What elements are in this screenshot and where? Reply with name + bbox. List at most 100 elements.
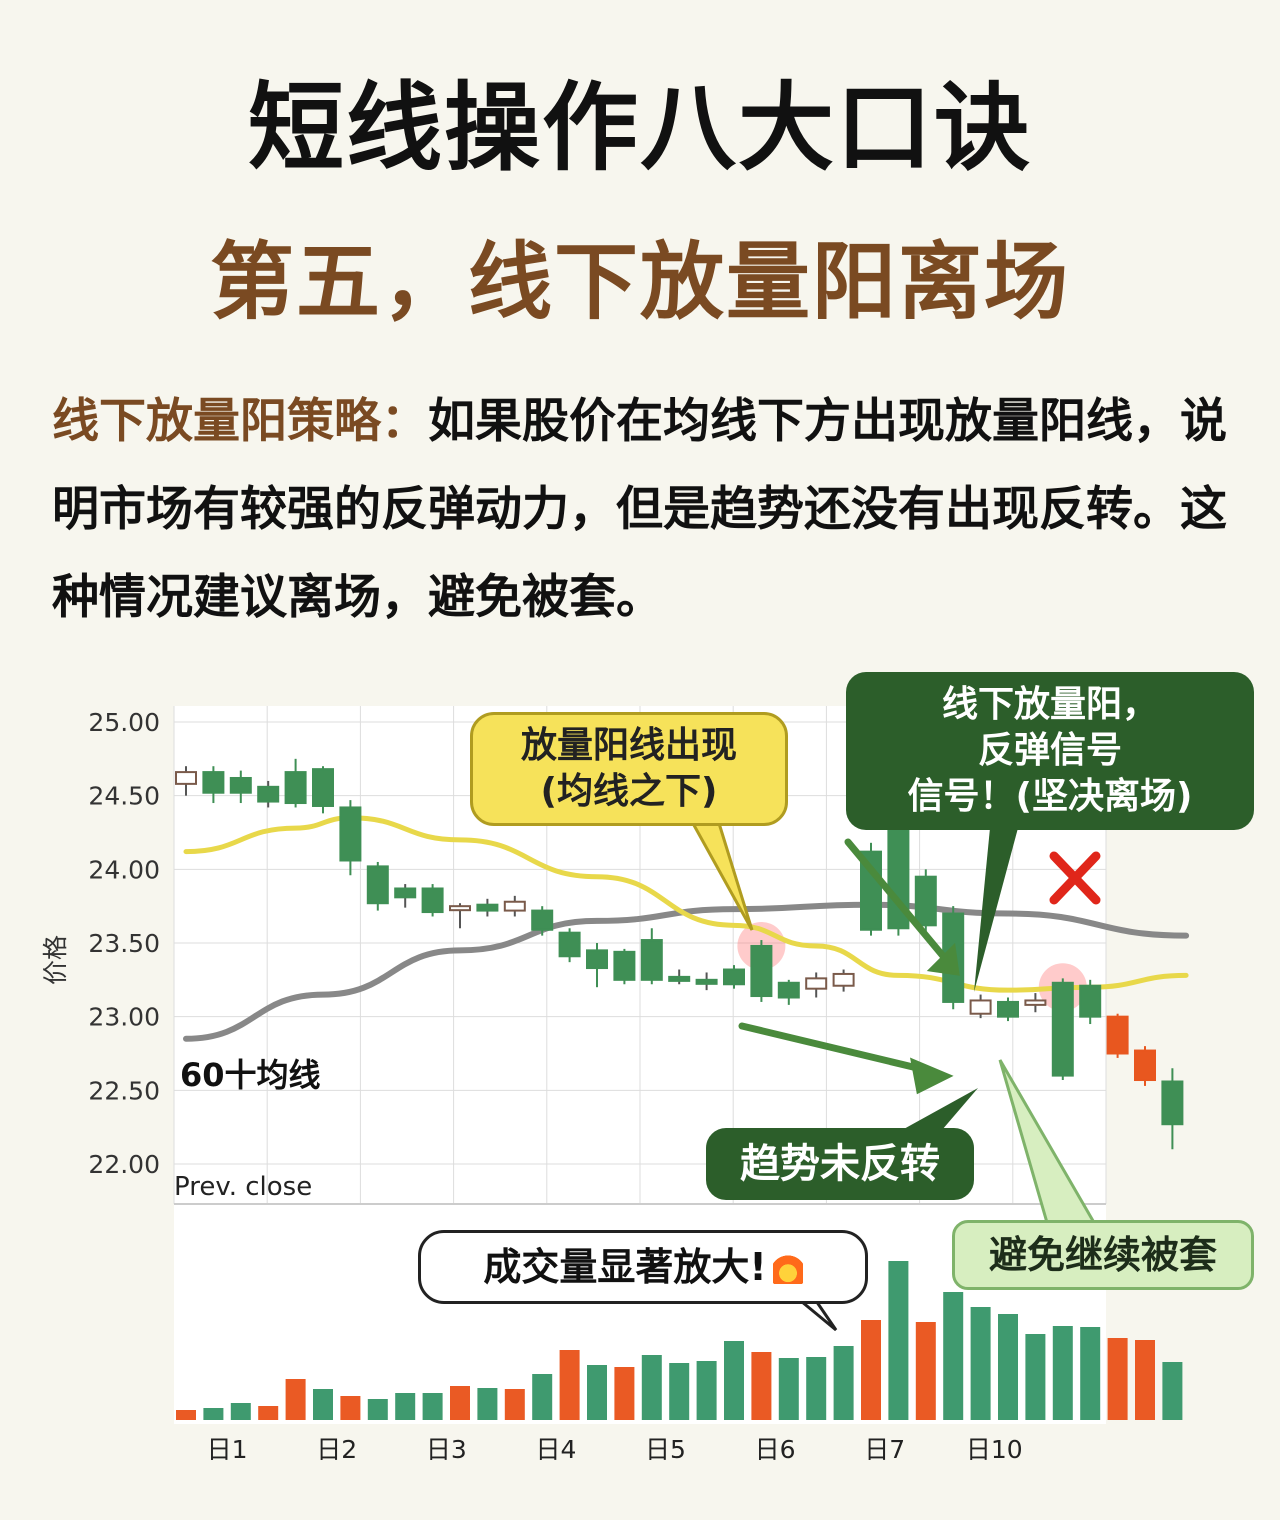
candle-body	[449, 905, 471, 912]
candle-body	[339, 806, 362, 862]
candle	[586, 943, 608, 988]
volume-bar	[477, 1388, 498, 1420]
candle	[1024, 993, 1047, 1013]
candle	[914, 869, 937, 932]
candle	[777, 979, 800, 1005]
volume-bar	[614, 1367, 635, 1420]
volume-bar	[806, 1357, 827, 1420]
signal-callout: 线下放量阳， 反弹信号 信号！(坚决离场)	[846, 672, 1254, 830]
candle	[1051, 978, 1074, 1081]
candle	[750, 940, 773, 1002]
candle	[257, 780, 280, 808]
candle-body	[284, 771, 307, 805]
candle	[558, 928, 581, 963]
volume-bar	[285, 1379, 306, 1420]
candle-body	[1106, 1015, 1129, 1055]
volume-bar	[833, 1346, 854, 1420]
volume-bars	[176, 1261, 1183, 1420]
candle	[1079, 979, 1102, 1025]
strategy-description: 线下放量阳策略：如果股价在均线下方出现放量阳线，说明市场有较强的反弹动力，但是趋…	[52, 378, 1252, 642]
candle	[832, 969, 855, 992]
volume-bar	[258, 1406, 279, 1420]
volume-bar	[696, 1361, 717, 1420]
candle	[668, 969, 691, 985]
trend-callout-tail	[902, 1088, 978, 1130]
annotation-arrows	[688, 816, 1098, 1332]
volume-bar	[203, 1408, 224, 1420]
candles	[175, 758, 1184, 1150]
candle	[503, 895, 526, 917]
candle-body	[476, 903, 499, 912]
avoid-callout-tail	[998, 1059, 1098, 1228]
avoid-callout: 避免继续被套	[952, 1220, 1254, 1290]
x-tick-label: 日7	[864, 1435, 905, 1464]
dark-callout-tail	[974, 828, 1018, 992]
candle	[613, 948, 636, 985]
yellow-callout-tail	[688, 816, 754, 931]
volume-bar	[861, 1320, 881, 1420]
y-axis-ticks: 25.00 24.50 24.00 23.50 23.00 22.50 22.00	[88, 708, 160, 1179]
arrow-to-candle	[738, 1022, 938, 1076]
page-title: 短线操作八大口诀	[248, 72, 1032, 184]
candle-body	[723, 968, 745, 986]
volume-bar	[395, 1393, 416, 1420]
candle	[969, 994, 992, 1019]
volume-bar	[641, 1355, 662, 1420]
candle-body	[1134, 1049, 1156, 1082]
candle-body	[421, 887, 444, 914]
volume-bar	[230, 1403, 251, 1420]
yellow-callout: 放量阳线出现 (均线之下)	[470, 712, 788, 826]
fire-icon	[772, 1248, 803, 1284]
candle-body	[997, 1000, 1019, 1018]
y-tick-label: 24.00	[88, 855, 160, 884]
candle-body	[394, 887, 417, 899]
strategy-lead: 线下放量阳策略：	[52, 394, 428, 449]
candle	[175, 766, 197, 796]
y-axis-label: 价格	[41, 935, 70, 985]
candle-body	[531, 909, 554, 931]
volume-bar	[1080, 1327, 1101, 1420]
volume-bar	[669, 1363, 690, 1420]
candle-body	[586, 949, 608, 970]
candle-body	[695, 978, 718, 985]
candle-body	[668, 975, 691, 982]
ma60-line	[183, 901, 1190, 1042]
ma60-label: 60十均线	[180, 1056, 321, 1094]
candle	[312, 766, 334, 814]
volume-bar	[1052, 1326, 1073, 1420]
x-axis-ticks: 日1 日2 日3 日4 日5 日6 日7 日10	[207, 1435, 1023, 1464]
volume-bar	[340, 1396, 361, 1420]
volume-bar	[888, 1261, 909, 1420]
candle-body	[1051, 981, 1074, 1077]
volume-callout: 成交量显著放大!	[418, 1230, 868, 1304]
volume-bar	[751, 1352, 772, 1420]
arrow-to-ma-head	[926, 942, 960, 976]
x-tick-label: 日1	[207, 1435, 248, 1464]
volume-bar	[1025, 1334, 1046, 1420]
volume-bar	[1162, 1362, 1183, 1420]
candle	[202, 766, 225, 804]
candle-body	[558, 931, 581, 958]
volume-bar	[943, 1292, 964, 1420]
x-tick-label: 日6	[755, 1435, 796, 1464]
candle	[449, 903, 471, 929]
arrow-to-ma	[844, 838, 952, 966]
candle	[997, 997, 1019, 1022]
y-tick-label: 23.00	[88, 1003, 160, 1032]
candle	[366, 861, 389, 911]
y-tick-label: 22.00	[88, 1150, 160, 1179]
candle-body	[503, 900, 526, 912]
x-tick-label: 日10	[966, 1435, 1023, 1464]
candle-body	[1024, 999, 1047, 1006]
page-subtitle: 第五，线下放量阳离场	[209, 233, 1070, 331]
candle-body	[640, 939, 663, 981]
candle-body	[312, 768, 334, 807]
candle	[1134, 1046, 1156, 1086]
x-tick-label: 日2	[316, 1435, 357, 1464]
candle	[1161, 1068, 1184, 1150]
y-tick-label: 23.50	[88, 929, 160, 958]
candle	[421, 884, 444, 917]
volume-bar	[450, 1386, 470, 1420]
volume-bar	[724, 1341, 744, 1420]
y-tick-label: 24.50	[88, 782, 160, 811]
